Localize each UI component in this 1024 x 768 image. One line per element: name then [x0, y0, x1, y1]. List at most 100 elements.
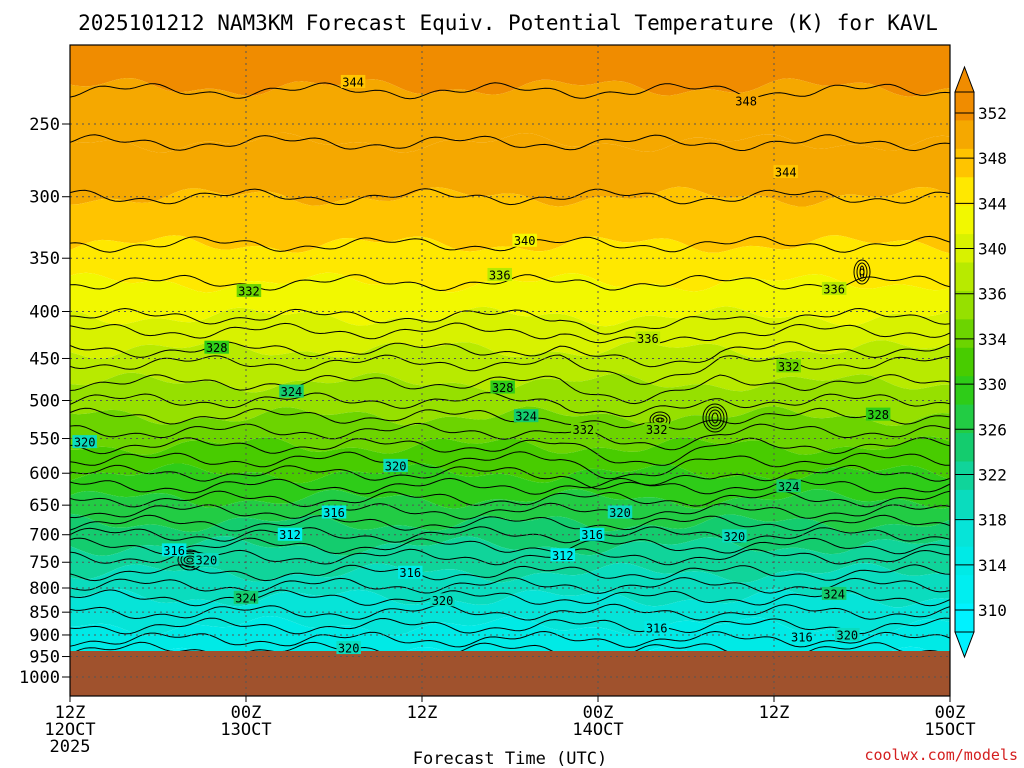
x-tick-label: 12Z	[759, 703, 790, 723]
colorbar-label: 330	[978, 375, 1007, 394]
contour-label-bg	[383, 458, 408, 472]
colorbar-label: 322	[978, 465, 1007, 484]
colorbar-segment	[955, 148, 974, 178]
y-tick-label: 1000	[19, 668, 60, 688]
contour-label: 316	[323, 506, 345, 520]
contour-label-bg	[513, 409, 539, 423]
contour-label: 336	[489, 268, 511, 282]
colorbar-segment	[955, 177, 974, 207]
color-band	[70, 513, 950, 556]
colorbar-segment	[955, 319, 974, 349]
below-ground-fill	[70, 651, 950, 696]
color-band	[70, 45, 950, 97]
colorbar-segment	[955, 205, 974, 235]
contour-label-bg	[607, 505, 633, 519]
x-tick-label: 00Z	[583, 703, 614, 723]
colorbar-segment	[955, 347, 974, 377]
contour-label-bg	[550, 548, 576, 562]
y-tick-label: 700	[29, 526, 60, 546]
colorbar-label: 344	[978, 194, 1007, 213]
colorbar-label: 310	[978, 601, 1007, 620]
contour-label-bg	[821, 281, 847, 295]
colorbar-label: 340	[978, 240, 1007, 259]
contour-line	[70, 617, 950, 635]
contour-label-bg	[512, 233, 537, 247]
contour-label: 320	[338, 642, 360, 656]
contour-label: 320	[836, 628, 858, 642]
contour-line	[70, 564, 950, 582]
contour-ring	[708, 409, 722, 427]
contour-label-bg	[865, 407, 891, 421]
color-band	[70, 406, 950, 455]
contour-line	[70, 451, 950, 480]
contour-label-bg	[733, 94, 759, 108]
contour-label-bg	[279, 384, 304, 398]
contour-label: 324	[281, 385, 303, 399]
contour-label-bg	[398, 565, 423, 579]
contour-line	[70, 464, 950, 490]
colorbar-segment	[955, 433, 974, 462]
y-tick-label: 300	[29, 188, 60, 208]
contour-line	[70, 392, 950, 418]
contour-ring	[705, 406, 725, 430]
x-tick-label: 15OCT	[924, 720, 975, 740]
y-tick-label: 450	[29, 349, 60, 369]
colorbar-segment	[955, 120, 974, 150]
contour-label: 332	[238, 285, 260, 299]
colorbar-label: 326	[978, 420, 1007, 439]
contour-line	[70, 490, 950, 508]
contour-label-bg	[72, 435, 97, 449]
contour-label: 332	[778, 360, 800, 374]
contour-label-bg	[773, 165, 798, 179]
contour-label-bg	[204, 340, 229, 354]
contour-line	[70, 354, 950, 385]
contour-label-bg	[776, 359, 801, 373]
contour-label: 336	[823, 282, 845, 296]
colorbar-label: 314	[978, 556, 1007, 575]
y-tick-label: 500	[29, 392, 60, 412]
contour-ring	[856, 262, 868, 282]
contour-line	[70, 577, 950, 594]
color-band	[70, 340, 950, 393]
colorbar-segment	[955, 290, 974, 320]
contour-label: 328	[867, 408, 889, 422]
contour-label: 316	[399, 566, 421, 580]
y-tick-label: 800	[29, 579, 60, 599]
contour-label-bg	[644, 422, 669, 436]
contour-label-bg	[194, 553, 219, 567]
contour-label-bg	[835, 627, 860, 641]
colorbar-label: 348	[978, 149, 1007, 168]
contour-label-bg	[487, 267, 512, 281]
contour-label-bg	[644, 620, 669, 634]
color-band	[70, 132, 950, 207]
contour-line	[70, 514, 950, 532]
contour-label-bg	[789, 630, 815, 644]
x-tick-label: 12OCT	[44, 720, 95, 740]
colorbar-frame	[954, 91, 975, 633]
contour-label: 320	[432, 594, 454, 608]
x-tick-label: 13OCT	[220, 720, 271, 740]
contour-label: 332	[572, 423, 594, 437]
colorbar-segment	[955, 489, 974, 519]
colorbar: 352 348 344 340 336 334 330 326 322 318 314 310	[954, 65, 1007, 659]
color-band	[70, 78, 950, 153]
y-axis: 250 300 350 400 450 500 550 600 650 700 750 800 850 9…	[19, 115, 70, 688]
contour-label: 320	[609, 506, 631, 520]
colorbar-max-arrow	[954, 65, 975, 93]
contour-line	[70, 502, 950, 520]
contour-label: 320	[385, 459, 407, 473]
colorbar-label: 352	[978, 104, 1007, 123]
contour-label: 340	[514, 234, 536, 248]
y-tick-label: 600	[29, 464, 60, 484]
contour-line	[70, 422, 950, 451]
colorbar-segment	[955, 575, 974, 605]
y-tick-label: 400	[29, 302, 60, 322]
contour-label: 328	[206, 341, 228, 355]
y-tick-label: 650	[29, 496, 60, 516]
contour-line	[70, 603, 950, 621]
contour-label: 324	[823, 587, 845, 601]
contour-label-bg	[430, 593, 455, 607]
contour-label: 316	[646, 621, 668, 635]
contour-label: 348	[735, 95, 757, 109]
